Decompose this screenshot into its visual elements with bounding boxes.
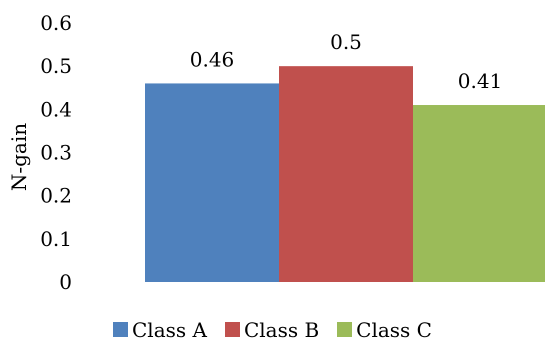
y-tick-label: 0.5 bbox=[40, 54, 72, 78]
legend-swatch bbox=[113, 322, 128, 337]
data-labels-group: 0.46 0.5 0.41 bbox=[190, 30, 503, 93]
bar-class-b bbox=[279, 66, 413, 283]
y-tick-label: 0.6 bbox=[40, 11, 72, 35]
y-tick-label: 0.4 bbox=[40, 97, 72, 121]
legend-label: Class B bbox=[243, 317, 320, 342]
bar-class-c bbox=[413, 105, 545, 283]
y-tick-label: 0.2 bbox=[40, 184, 72, 208]
y-tick-label: 0.3 bbox=[40, 141, 72, 165]
legend-swatch bbox=[337, 322, 353, 337]
bar-class-a bbox=[145, 83, 279, 282]
data-label: 0.41 bbox=[458, 69, 503, 93]
legend-label: Class C bbox=[356, 317, 432, 342]
legend-label: Class A bbox=[132, 317, 207, 342]
data-label: 0.46 bbox=[190, 47, 235, 71]
data-label: 0.5 bbox=[330, 30, 362, 54]
bars-group bbox=[145, 66, 545, 283]
legend-item: Class C bbox=[337, 319, 432, 341]
legend-item: Class A bbox=[113, 319, 207, 341]
y-tick-label: 0.1 bbox=[40, 227, 72, 251]
legend: Class A Class B Class C bbox=[0, 316, 545, 343]
y-axis-title: N-gain bbox=[7, 123, 31, 191]
legend-item: Class B bbox=[224, 317, 320, 342]
legend-swatch bbox=[224, 322, 240, 337]
y-axis: 0 0.1 0.2 0.3 0.4 0.5 0.6 bbox=[40, 11, 72, 294]
y-tick-label: 0 bbox=[59, 270, 72, 294]
